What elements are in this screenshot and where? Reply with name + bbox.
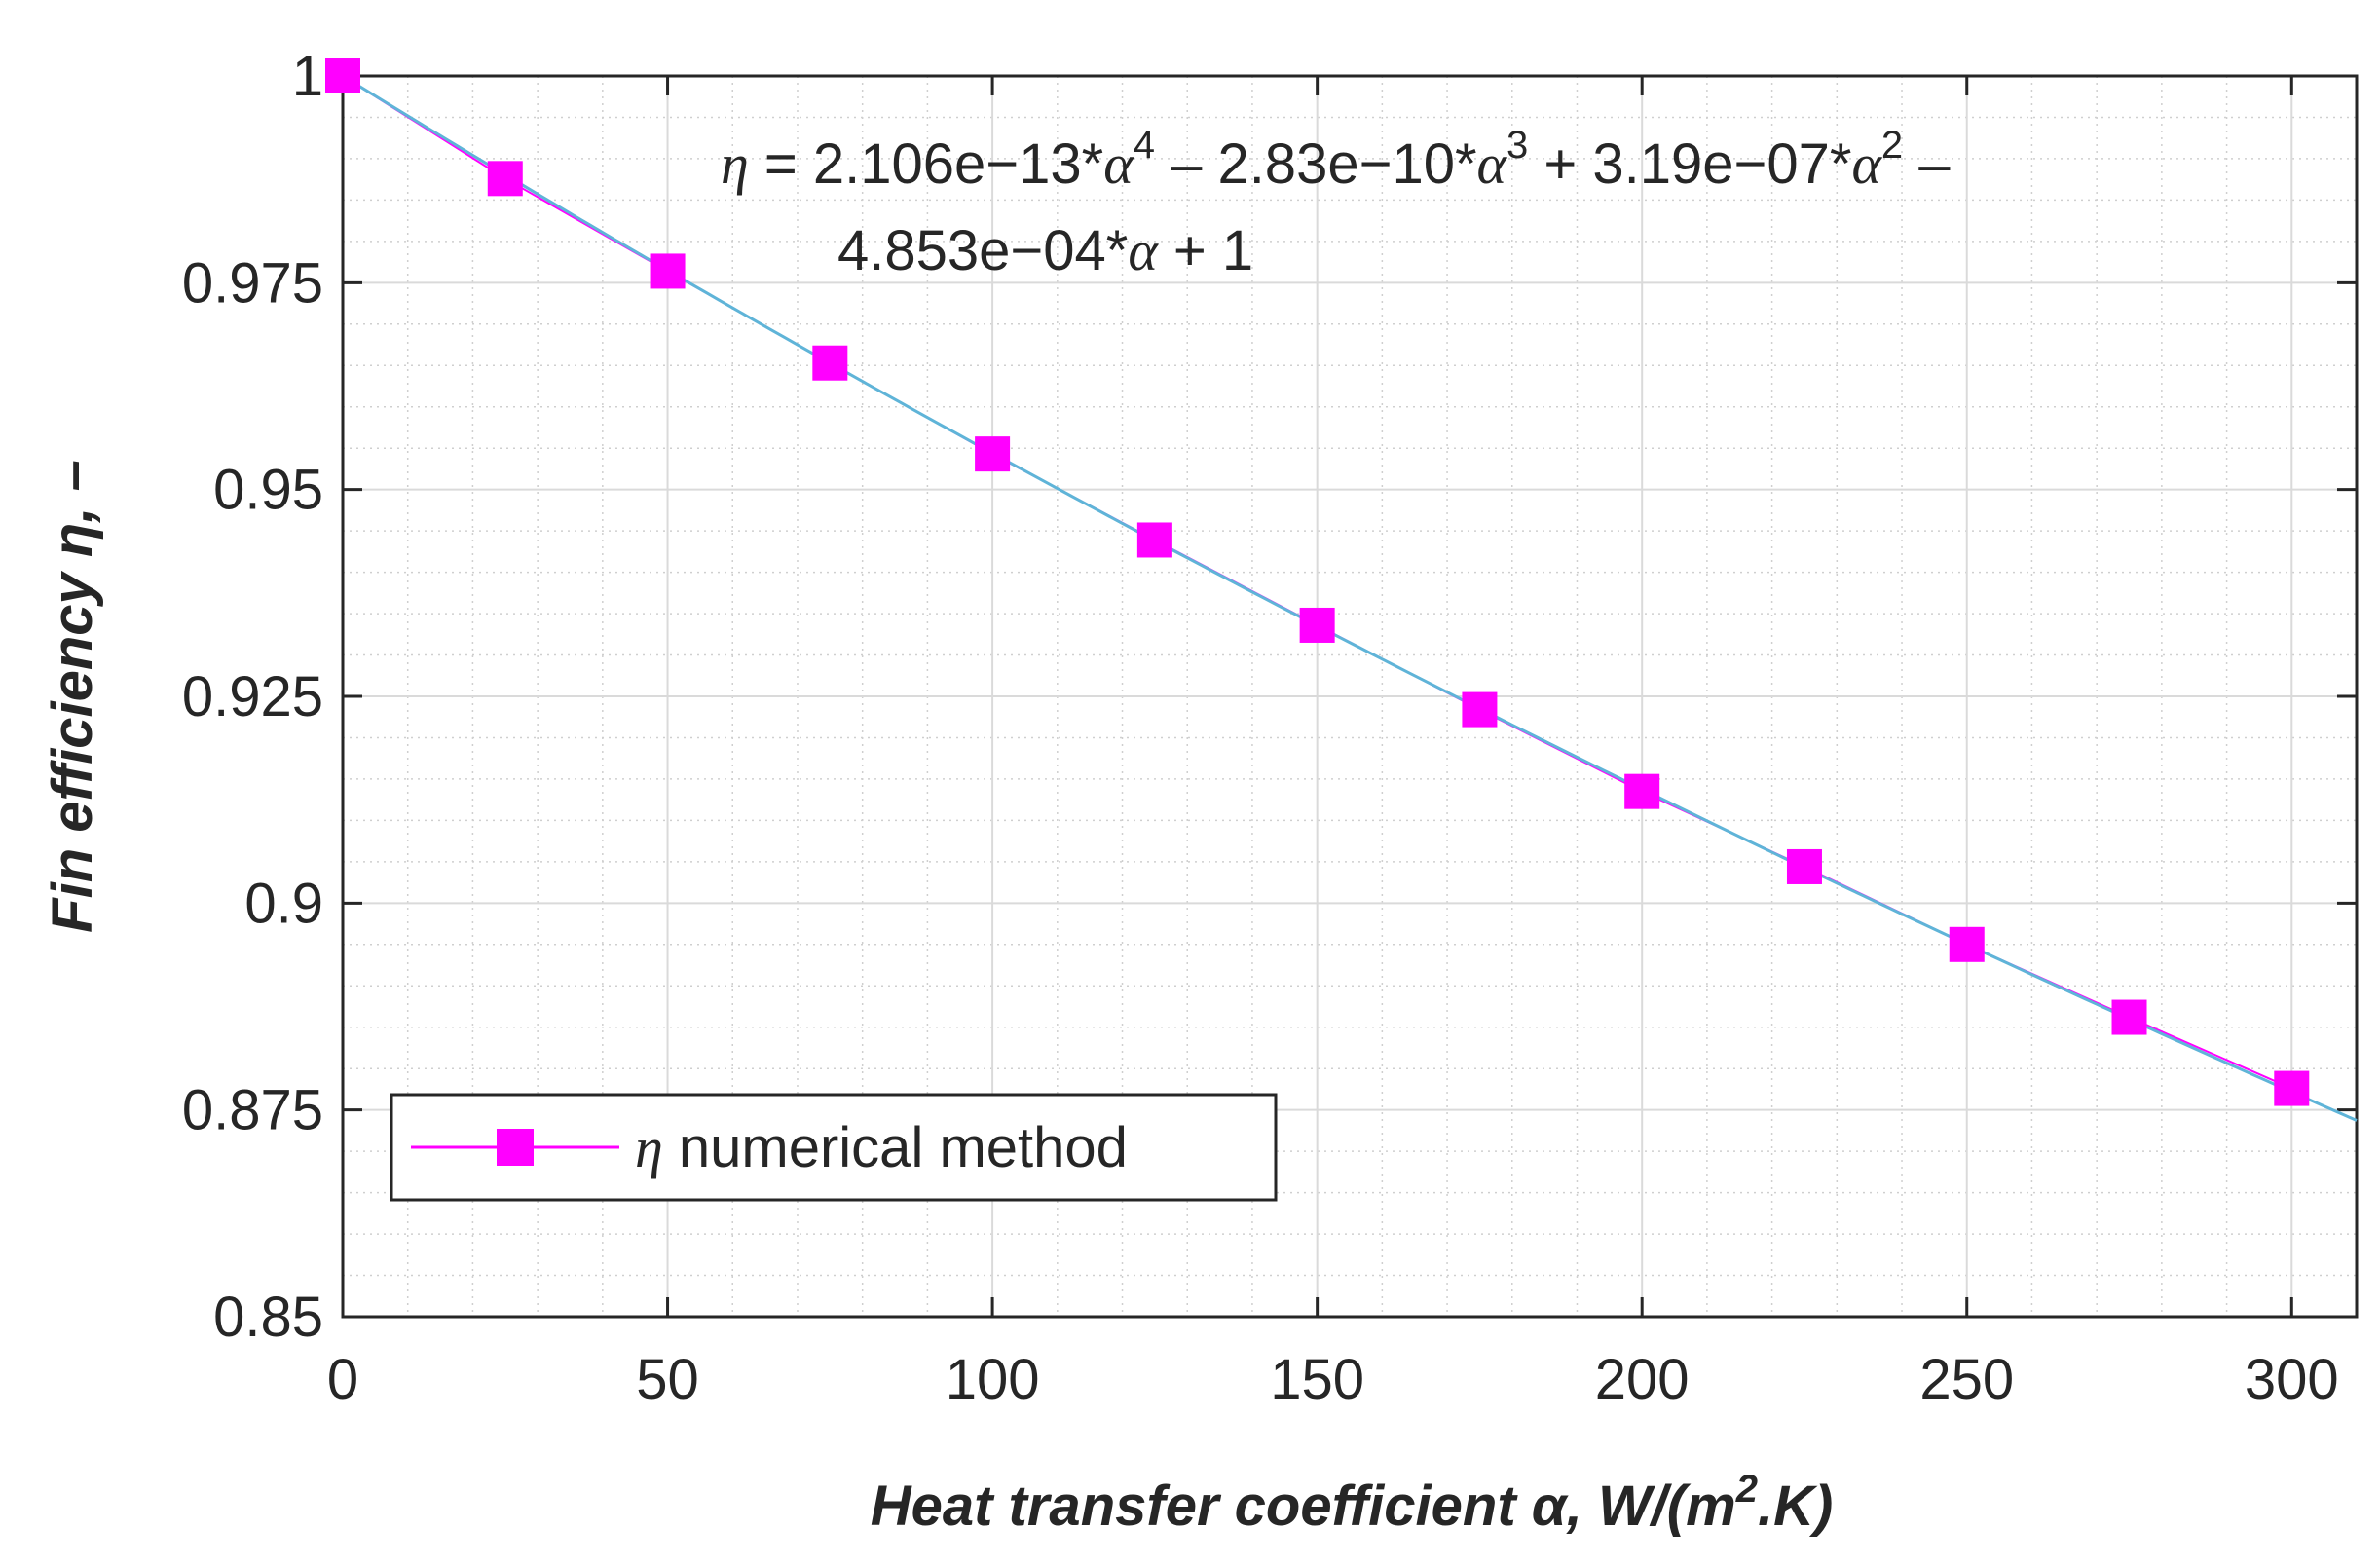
legend-text: numerical method	[663, 1116, 1128, 1179]
data-marker	[1624, 773, 1660, 809]
equation-symbol: α	[1128, 219, 1159, 282]
data-marker	[1136, 522, 1172, 558]
data-marker	[650, 253, 686, 289]
equation-text: –	[1903, 132, 1951, 196]
legend-label: η numerical method	[635, 1116, 1128, 1179]
axis-ticks	[341, 74, 2357, 1319]
x-tick-label: 250	[1919, 1348, 2014, 1411]
fit-equation-line-1: η = 2.106e−13*α4 – 2.83e−10*α3 + 3.19e−0…	[721, 124, 1951, 196]
legend-symbol: η	[635, 1116, 663, 1179]
data-marker	[1299, 607, 1335, 643]
x-tick-label: 100	[946, 1348, 1040, 1411]
equation-text: + 3.19e−07*	[1528, 132, 1851, 196]
equation-text: + 1	[1158, 219, 1253, 282]
equation-symbol: α	[1851, 132, 1882, 196]
data-marker	[325, 58, 360, 93]
fit-equation-line-2: 4.853e−04*α + 1	[837, 219, 1253, 282]
equation-text: = 2.106e−13*	[749, 132, 1103, 196]
equation-exponent: 4	[1134, 124, 1155, 167]
x-tick-label: 0	[327, 1348, 358, 1411]
y-tick-label: 0.875	[182, 1079, 323, 1142]
equation-exponent: 3	[1506, 124, 1528, 167]
equation-exponent: 2	[1881, 124, 1903, 167]
y-tick-label: 0.9	[244, 872, 323, 935]
data-marker	[487, 161, 523, 197]
data-marker	[2111, 999, 2147, 1035]
equation-symbol: η	[721, 132, 749, 196]
data-marker	[1462, 691, 1498, 728]
data-marker	[1949, 926, 1985, 962]
x-tick-label: 50	[636, 1348, 699, 1411]
y-tick-label: 1	[292, 45, 323, 108]
equation-symbol: α	[1103, 132, 1134, 196]
y-axis-title: Fin efficiency η, –	[41, 460, 104, 933]
equation-symbol: α	[1477, 132, 1508, 196]
legend: η numerical method	[390, 1093, 1278, 1202]
y-axis-tick-labels: 0.85 0.875 0.9 0.925 0.95 0.975 1	[182, 45, 323, 1349]
x-axis-title-main: Heat transfer coefficient α, W/(m	[871, 1475, 1736, 1538]
series-markers	[325, 58, 2310, 1106]
y-tick-label: 0.925	[182, 665, 323, 728]
x-axis-title-superscript: 2	[1735, 1468, 1758, 1511]
data-marker	[812, 345, 848, 381]
x-tick-label: 300	[2245, 1348, 2339, 1411]
data-marker	[975, 436, 1011, 472]
x-tick-label: 200	[1595, 1348, 1690, 1411]
y-tick-label: 0.975	[182, 251, 323, 315]
data-marker	[1786, 848, 1822, 884]
x-axis-tick-labels: 0 50 100 150 200 250 300	[327, 1348, 2339, 1411]
x-axis-title: Heat transfer coefficient α, W/(m2.K)	[871, 1468, 1834, 1538]
equation-text: – 2.83e−10*	[1155, 132, 1477, 196]
x-axis-title-tail: .K)	[1758, 1475, 1833, 1538]
data-marker	[2274, 1070, 2310, 1106]
y-tick-label: 0.95	[213, 459, 323, 522]
equation-text: 4.853e−04*	[837, 219, 1128, 282]
x-tick-label: 150	[1270, 1348, 1364, 1411]
y-tick-label: 0.85	[213, 1286, 323, 1349]
legend-marker-sample	[497, 1129, 534, 1166]
